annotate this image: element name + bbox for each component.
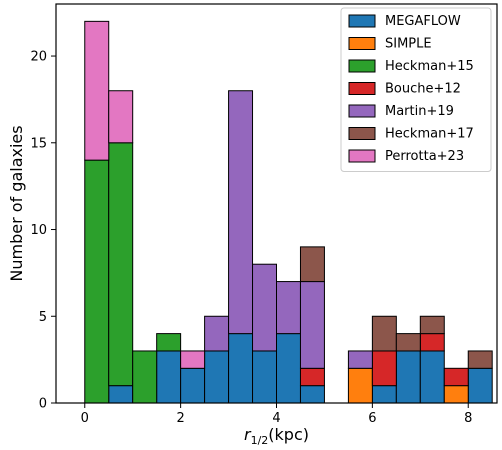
bar-megaflow-6: [371, 385, 397, 404]
bar-megaflow-0_5: [108, 385, 134, 404]
x-tick-label: 8: [464, 411, 472, 426]
x-tick-label: 6: [368, 411, 376, 426]
bar-megaflow-2_5: [204, 350, 230, 404]
bar-heckman-17-4_5: [299, 246, 325, 283]
bar-heckman-15-1: [132, 350, 158, 404]
bar-bouche-12-4_5: [299, 367, 325, 387]
bar-martin-19-2_5: [204, 315, 230, 352]
bar-heckman-15-0_5: [108, 142, 134, 387]
y-tick-label: 20: [30, 50, 47, 65]
legend-swatch-heckman-17: [348, 127, 376, 140]
bar-perrotta-23-2: [180, 350, 206, 369]
legend-box: [340, 7, 492, 172]
y-axis-label: Number of galaxies: [7, 125, 26, 281]
legend-swatch-simple: [348, 37, 376, 50]
bar-heckman-15-1_5: [156, 333, 182, 352]
x-tick-label: 0: [81, 411, 89, 426]
bar-martin-19-4: [276, 281, 301, 335]
bar-martin-19-5_5: [347, 350, 373, 369]
bar-megaflow-4_5: [299, 385, 325, 404]
legend-label-perrotta-23: Perrotta+23: [385, 149, 464, 164]
y-tick-label: 5: [39, 310, 47, 325]
bar-heckman-15-0: [84, 159, 110, 404]
bar-megaflow-4: [276, 333, 301, 404]
y-tick-label: 0: [39, 397, 47, 412]
plot-frame: [55, 3, 498, 404]
bar-martin-19-3: [228, 90, 254, 335]
bar-megaflow-1_5: [156, 350, 182, 404]
ticks-layer: 0 2 4 6 8 0 5 10 15 20: [30, 50, 472, 426]
legend-swatch-heckman-15: [348, 59, 376, 73]
bar-megaflow-8: [467, 367, 493, 404]
bar-megaflow-2: [180, 367, 206, 404]
bar-megaflow-3: [228, 333, 254, 404]
x-axis-label-main: r: [244, 425, 252, 444]
legend-label-martin-19: Martin+19: [385, 104, 454, 119]
bar-perrotta-23-0_5: [108, 90, 134, 144]
bar-megaflow-3_5: [252, 350, 277, 404]
x-axis-label: r1/2(kpc): [244, 425, 309, 447]
bars-layer: [84, 20, 493, 404]
y-tick-label: 15: [30, 136, 47, 151]
bar-megaflow-6_5: [395, 350, 421, 404]
bar-bouche-12-7_5: [443, 367, 469, 387]
legend-swatch-bouche-12: [348, 82, 376, 95]
bar-bouche-12-7: [419, 333, 445, 352]
bar-martin-19-4_5: [299, 281, 325, 369]
legend-label-heckman-15: Heckman+15: [385, 59, 474, 74]
bar-heckman-17-8: [467, 350, 493, 369]
bar-martin-19-3_5: [252, 263, 277, 352]
bar-heckman-17-6: [371, 315, 397, 352]
legend-label-bouche-12: Bouche+12: [385, 82, 461, 97]
bar-bouche-12-6: [371, 350, 397, 387]
legend-items: MEGAFLOW SIMPLE Heckman+15 Bouche+12 Martin+…: [348, 14, 474, 164]
legend-swatch-martin-19: [348, 104, 376, 118]
legend-swatch-perrotta-23: [348, 149, 376, 163]
legend-swatch-megaflow: [348, 14, 376, 28]
x-axis-label-unit: (kpc): [268, 425, 309, 444]
bar-megaflow-7: [419, 350, 445, 404]
x-tick-label: 4: [272, 411, 280, 426]
bar-heckman-17-6_5: [395, 333, 421, 352]
legend-label-megaflow: MEGAFLOW: [385, 14, 461, 29]
bar-heckman-17-7: [419, 315, 445, 335]
bar-simple-5_5: [347, 367, 373, 404]
legend: MEGAFLOW SIMPLE Heckman+15 Bouche+12 Martin+…: [340, 7, 492, 172]
bar-perrotta-23-0: [84, 20, 110, 161]
x-tick-label: 2: [176, 411, 184, 426]
legend-label-simple: SIMPLE: [385, 37, 432, 52]
x-axis-label-subscript: 1/2: [251, 434, 269, 447]
legend-label-heckman-17: Heckman+17: [385, 127, 474, 142]
bar-simple-7_5: [443, 385, 469, 404]
y-tick-label: 10: [30, 223, 47, 238]
